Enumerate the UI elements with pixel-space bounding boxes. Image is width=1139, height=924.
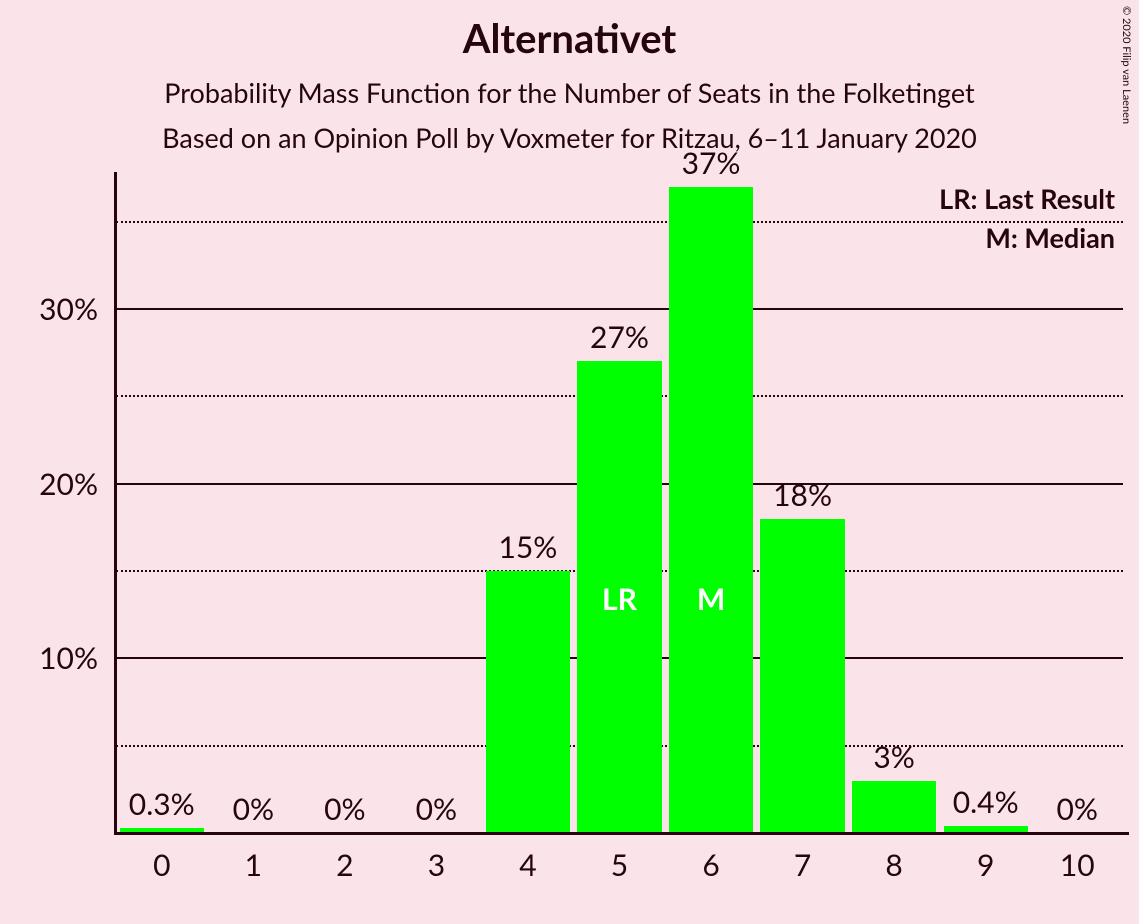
bar-value-label: 27% bbox=[574, 319, 666, 355]
bar bbox=[852, 781, 936, 833]
bar-value-label: 0.3% bbox=[116, 786, 208, 822]
bar-chart: 10%20%30%0.3%00%10%20%315%427%LR537%M618… bbox=[116, 178, 1123, 833]
x-axis bbox=[114, 832, 1129, 835]
chart-title: Alternativet bbox=[0, 0, 1139, 62]
bar-value-label: 3% bbox=[848, 739, 940, 775]
chart-subtitle-1: Probability Mass Function for the Number… bbox=[0, 76, 1139, 109]
x-tick-label: 9 bbox=[940, 847, 1032, 883]
x-tick-label: 4 bbox=[482, 847, 574, 883]
legend-m: M: Median bbox=[985, 221, 1115, 254]
bar bbox=[760, 519, 844, 833]
legend-lr: LR: Last Result bbox=[939, 182, 1115, 215]
bar-value-label: 37% bbox=[665, 145, 757, 181]
grid-minor bbox=[116, 221, 1123, 223]
x-tick-label: 5 bbox=[574, 847, 666, 883]
bar-value-label: 18% bbox=[757, 477, 849, 513]
bar bbox=[486, 571, 570, 833]
bar bbox=[669, 187, 753, 833]
bar-value-label: 0.4% bbox=[940, 784, 1032, 820]
grid-major bbox=[116, 308, 1123, 310]
x-tick-label: 2 bbox=[299, 847, 391, 883]
bar-note: LR bbox=[577, 581, 661, 617]
bar-value-label: 0% bbox=[208, 791, 300, 827]
x-tick-label: 10 bbox=[1031, 847, 1123, 883]
x-tick-label: 6 bbox=[665, 847, 757, 883]
x-tick-label: 0 bbox=[116, 847, 208, 883]
x-tick-label: 1 bbox=[208, 847, 300, 883]
y-tick-label: 10% bbox=[0, 640, 98, 676]
copyright-text: © 2020 Filip van Laenen bbox=[1120, 6, 1133, 124]
x-tick-label: 3 bbox=[391, 847, 483, 883]
chart-subtitle-2: Based on an Opinion Poll by Voxmeter for… bbox=[0, 121, 1139, 154]
bar-value-label: 0% bbox=[299, 791, 391, 827]
bar-note: M bbox=[669, 581, 753, 617]
bar-value-label: 15% bbox=[482, 529, 574, 565]
y-tick-label: 20% bbox=[0, 466, 98, 502]
x-tick-label: 8 bbox=[848, 847, 940, 883]
bar-value-label: 0% bbox=[391, 791, 483, 827]
y-tick-label: 30% bbox=[0, 291, 98, 327]
x-tick-label: 7 bbox=[757, 847, 849, 883]
y-axis bbox=[114, 172, 117, 833]
bar-value-label: 0% bbox=[1031, 791, 1123, 827]
